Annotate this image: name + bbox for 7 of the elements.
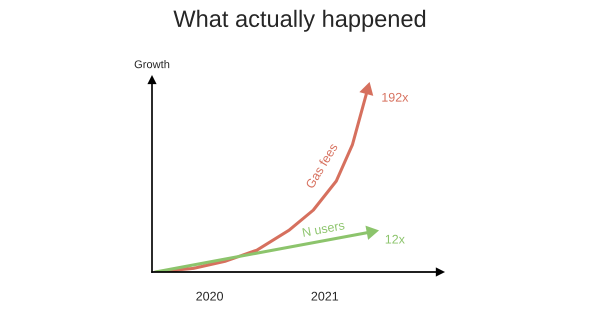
x-tick-label: 2021 xyxy=(312,292,338,301)
chart-title: What actually happened xyxy=(173,10,426,32)
text: N users xyxy=(302,220,345,237)
annotation: 12x xyxy=(386,234,405,244)
x-tick-label: 2020 xyxy=(196,292,224,301)
y-axis-title: Growth xyxy=(134,60,170,68)
annotation: 192x xyxy=(382,92,408,102)
